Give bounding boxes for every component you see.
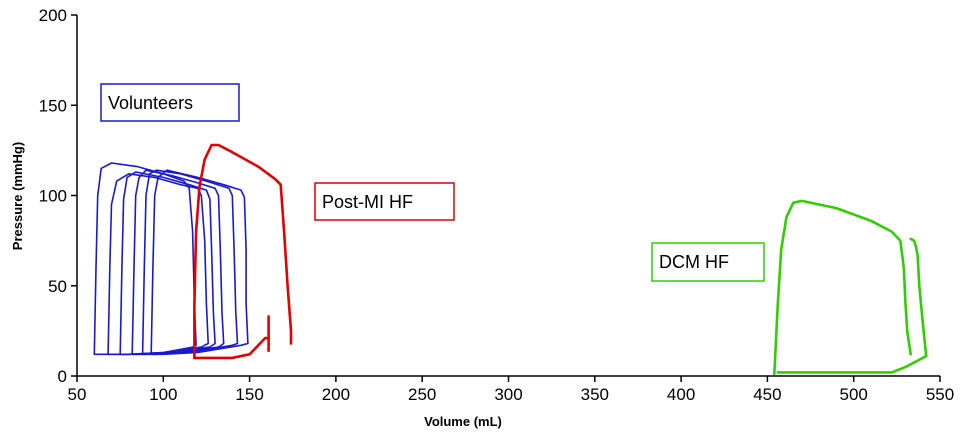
axes: 50 100 150 200 250 300 350 400 450 500 550 0501001…	[10, 6, 954, 429]
postmi-annotation-box	[314, 182, 455, 221]
x-tick-label: 500	[840, 385, 868, 404]
y-tick-label: 0	[58, 367, 67, 386]
y-ticks: 0 50 100 150 200	[39, 6, 77, 386]
x-tick-label: 550	[926, 385, 954, 404]
volunteers-pv-loop	[131, 169, 225, 356]
postmi-annotation: Post-MI HF	[314, 182, 455, 221]
volunteers-pv-loop	[150, 169, 249, 356]
postmi-pv-loop	[193, 143, 293, 360]
volunteers-annotation: Volunteers	[100, 83, 240, 122]
dcm-pv-loop	[772, 199, 913, 376]
x-axis-title: Volume (mL)	[424, 414, 502, 429]
postmi-pv-loop	[193, 336, 270, 360]
volunteers-annotation-box	[100, 83, 240, 122]
x-tick-label: 100	[149, 385, 177, 404]
x-tick-label: 300	[494, 385, 522, 404]
x-tick-label: 200	[322, 385, 350, 404]
x-tick-label: 400	[667, 385, 695, 404]
dcm-annotation-label: DCM HF	[659, 252, 729, 272]
series-layer	[93, 143, 928, 376]
x-tick-label: 450	[753, 385, 781, 404]
x-tick-label: 150	[235, 385, 263, 404]
volunteers-pv-loop	[141, 169, 239, 356]
x-tick-label: 50	[68, 385, 87, 404]
volunteers-pv-loop	[119, 171, 216, 356]
x-ticks: 50 100 150 200 250 300 350 400 450 500 550	[68, 376, 954, 404]
dcm-pv-loop	[776, 237, 928, 374]
x-tick-label: 350	[581, 385, 609, 404]
dcm-annotation-box	[651, 242, 765, 282]
y-tick-label: 50	[48, 277, 67, 296]
y-tick-label: 100	[39, 187, 67, 206]
y-tick-label: 200	[39, 6, 67, 25]
dcm-annotation: DCM HF	[651, 242, 765, 282]
volunteers-annotation-label: Volunteers	[108, 93, 193, 113]
annotations: Volunteers Post-MI HF DCM HF	[100, 83, 765, 282]
y-axis-title: Pressure (mmHg)	[10, 142, 25, 250]
y-tick-label: 150	[39, 96, 67, 115]
x-tick-label: 250	[408, 385, 436, 404]
postmi-annotation-label: Post-MI HF	[322, 192, 413, 212]
